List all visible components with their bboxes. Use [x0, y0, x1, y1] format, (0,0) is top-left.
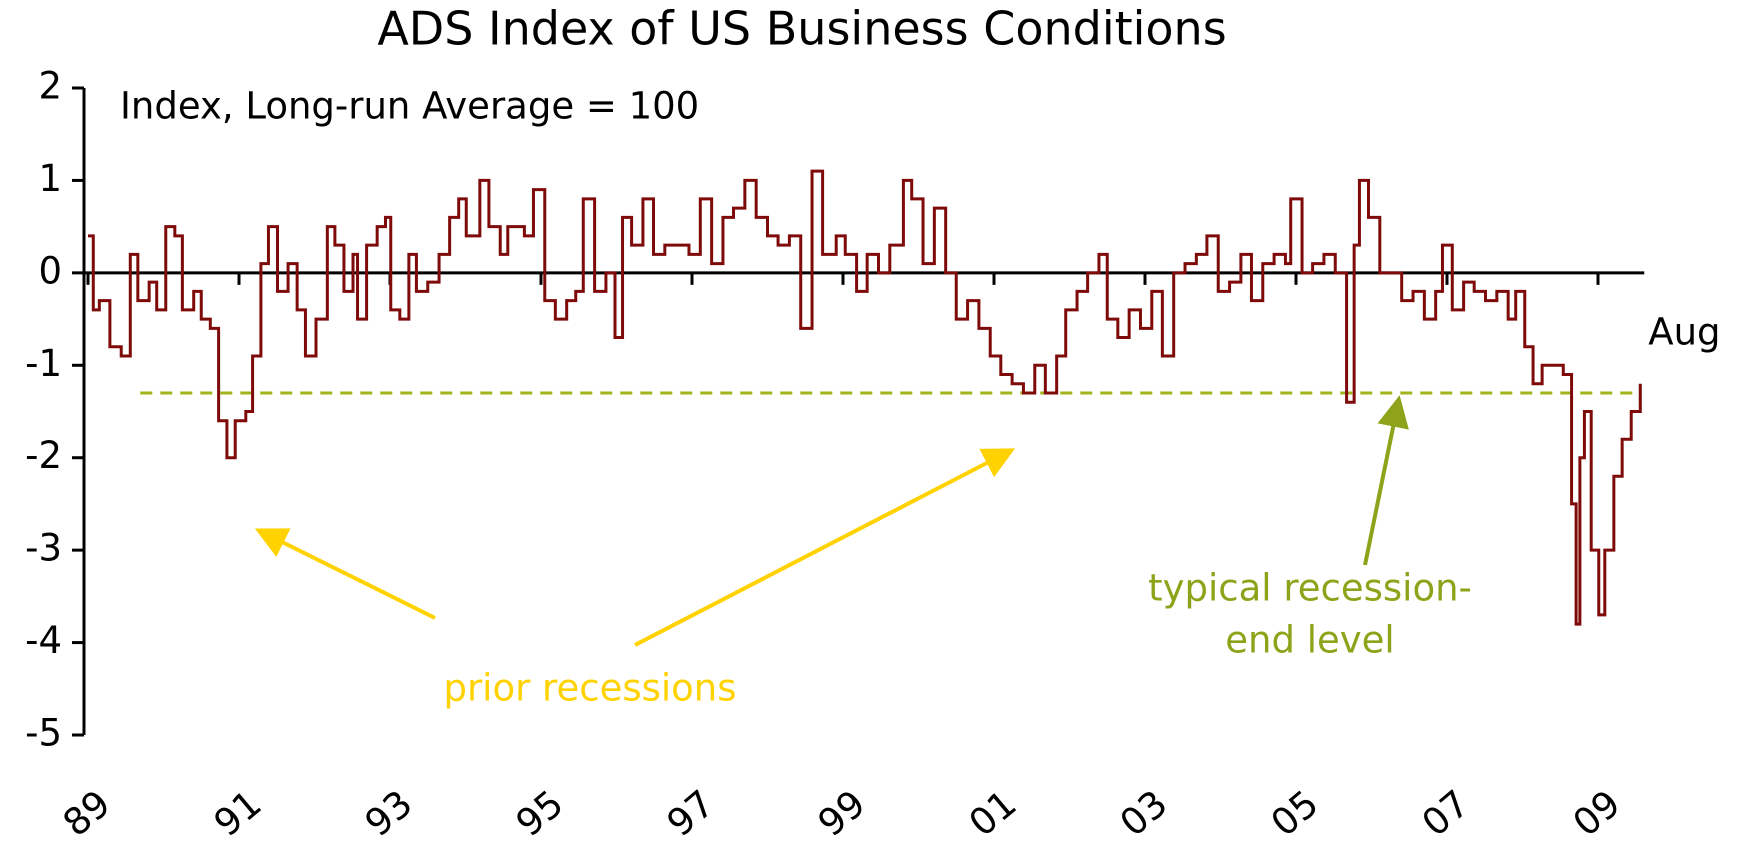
- end-label: Aug: [1648, 310, 1720, 353]
- x-tick-label: 93: [357, 782, 421, 845]
- y-tick-label: -3: [25, 527, 62, 570]
- x-tick-label: 09: [1565, 782, 1629, 845]
- x-tick-label: 97: [659, 782, 723, 845]
- y-tick-label: -5: [25, 712, 62, 755]
- x-tick-label: 03: [1112, 782, 1176, 845]
- annotation: typical recession-: [1148, 567, 1472, 610]
- series-line: [88, 169, 1642, 626]
- x-tick-label: 05: [1263, 782, 1327, 845]
- x-tick-label: 95: [508, 782, 572, 845]
- y-tick-label: 2: [38, 65, 62, 108]
- annotation: end level: [1225, 619, 1394, 662]
- subtitle: Index, Long-run Average = 100: [120, 85, 699, 128]
- y-tick-label: -2: [25, 434, 62, 477]
- arrow: [1363, 395, 1409, 566]
- y-tick-label: -4: [25, 619, 62, 662]
- arrow: [254, 528, 436, 620]
- x-tick-label: 07: [1414, 782, 1478, 845]
- y-tick-label: -1: [25, 342, 62, 385]
- x-tick-label: 99: [810, 782, 874, 845]
- chart-title: ADS Index of US Business Conditions: [377, 2, 1226, 56]
- x-tick-label: 91: [206, 782, 270, 845]
- y-tick-label: 1: [38, 157, 62, 200]
- annotation: prior recessions: [443, 667, 736, 710]
- x-tick-label: 01: [961, 782, 1025, 845]
- arrow: [634, 448, 1016, 647]
- x-tick-label: 89: [55, 782, 119, 845]
- y-tick-label: 0: [38, 249, 62, 292]
